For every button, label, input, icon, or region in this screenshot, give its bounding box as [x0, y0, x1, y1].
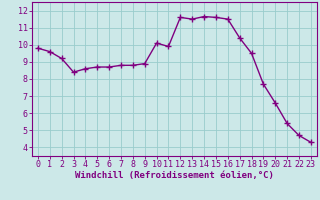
X-axis label: Windchill (Refroidissement éolien,°C): Windchill (Refroidissement éolien,°C) [75, 171, 274, 180]
